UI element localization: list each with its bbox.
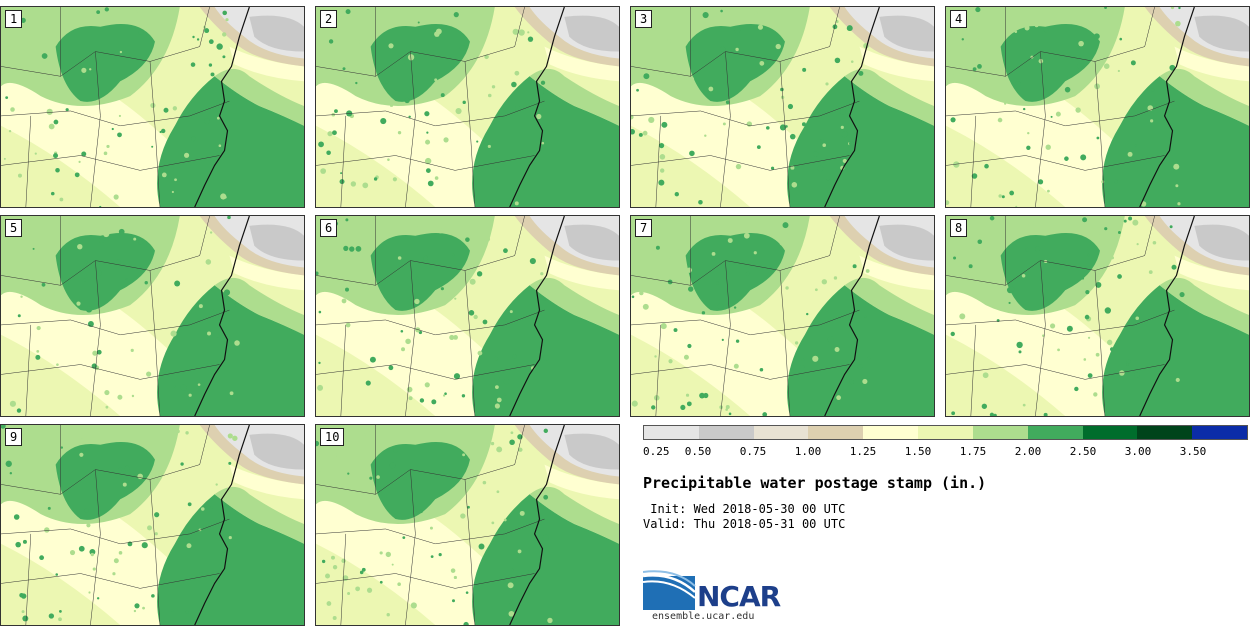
precip-map [316, 7, 619, 207]
legend-tick-label: 0.25 [643, 445, 670, 458]
ensemble-member-panel: 5 [0, 215, 305, 417]
ensemble-member-panel: 7 [630, 215, 935, 417]
legend-swatch [753, 426, 809, 439]
member-number: 10 [320, 428, 345, 446]
member-number: 7 [635, 219, 653, 237]
precip-map [316, 425, 619, 625]
legend-ticks: 0.25 0.50 0.75 1.00 1.25 1.50 1.75 2.00 2.50 3.00… [643, 445, 1248, 461]
precip-map [316, 216, 619, 416]
legend-swatch [698, 426, 754, 439]
member-number: 2 [320, 10, 338, 28]
legend-swatch [1192, 426, 1247, 439]
legend-tick-label: 3.50 [1179, 445, 1207, 458]
legend-tick-label: 1.75 [959, 445, 987, 458]
member-number: 5 [5, 219, 23, 237]
legend-tick-label: 0.50 [684, 445, 712, 458]
legend-tick-label: 1.00 [794, 445, 822, 458]
legend-swatch [972, 426, 1028, 439]
ensemble-member-panel: 10 [315, 424, 620, 626]
member-number: 6 [320, 219, 338, 237]
legend-swatch [918, 426, 973, 439]
legend-tick-label: 2.00 [1014, 445, 1042, 458]
precip-map [946, 7, 1249, 207]
legend-swatch [1082, 426, 1138, 439]
ensemble-member-panel: 3 [630, 6, 935, 208]
precip-map [631, 216, 934, 416]
logo-text: NCAR [697, 580, 781, 613]
figure-title: Precipitable water postage stamp (in.) [643, 474, 987, 492]
color-legend [643, 425, 1248, 440]
legend-swatch [1027, 426, 1083, 439]
member-number: 9 [5, 428, 23, 446]
ncar-logo-icon [643, 570, 696, 610]
init-time: Init: Wed 2018-05-30 00 UTC [643, 502, 846, 516]
precip-map [631, 7, 934, 207]
member-number: 4 [950, 10, 968, 28]
precip-map [1, 425, 304, 625]
precip-map [1, 7, 304, 207]
legend-tick-label: 3.00 [1124, 445, 1152, 458]
legend-swatch [644, 426, 699, 439]
member-number: 3 [635, 10, 653, 28]
precip-map [1, 216, 304, 416]
precip-map [946, 216, 1249, 416]
member-number: 8 [950, 219, 968, 237]
website-url: ensemble.ucar.edu [652, 611, 755, 622]
ensemble-member-panel: 8 [945, 215, 1250, 417]
ensemble-member-panel: 2 [315, 6, 620, 208]
legend-swatch [808, 426, 864, 439]
legend-tick-label: 0.75 [739, 445, 767, 458]
legend-tick-label: 1.50 [904, 445, 932, 458]
legend-swatch [863, 426, 919, 439]
ensemble-member-panel: 4 [945, 6, 1250, 208]
ensemble-member-panel: 6 [315, 215, 620, 417]
ensemble-member-panel: 9 [0, 424, 305, 626]
legend-swatch [1137, 426, 1193, 439]
legend-tick-label: 1.25 [849, 445, 877, 458]
valid-time: Valid: Thu 2018-05-31 00 UTC [643, 517, 846, 531]
member-number: 1 [5, 10, 23, 28]
ensemble-member-panel: 1 [0, 6, 305, 208]
legend-tick-label: 2.50 [1069, 445, 1097, 458]
